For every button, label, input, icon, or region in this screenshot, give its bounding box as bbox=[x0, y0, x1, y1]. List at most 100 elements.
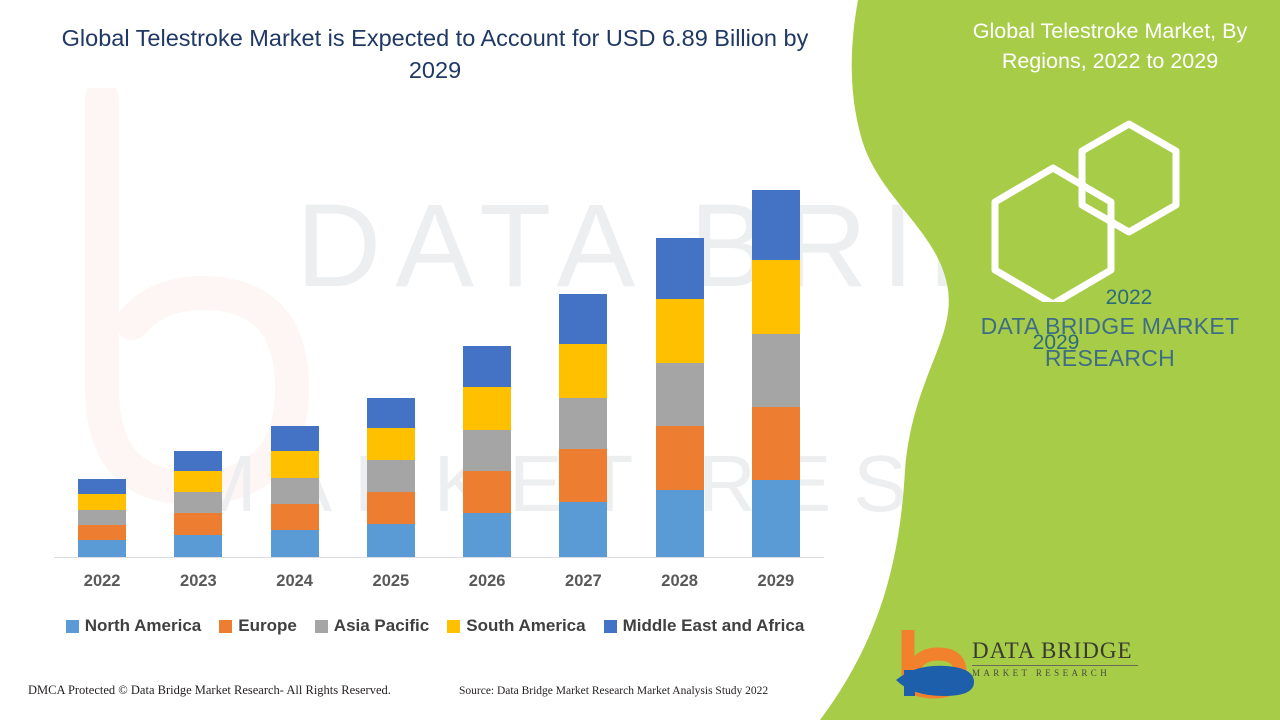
stacked-bar bbox=[270, 426, 319, 557]
bar-column bbox=[343, 157, 439, 557]
bar-segment bbox=[78, 493, 127, 510]
bar-segment bbox=[463, 429, 512, 472]
x-axis-tick: 2027 bbox=[565, 572, 602, 590]
bar-segment bbox=[751, 334, 800, 407]
bar-segment bbox=[78, 540, 127, 557]
hexagon-2022-icon bbox=[1078, 120, 1180, 236]
bar-segment bbox=[366, 460, 415, 492]
bar-segment bbox=[270, 478, 319, 504]
bar-segment bbox=[655, 426, 704, 491]
hexagon-group: 2022 2029 bbox=[940, 112, 1280, 354]
legend-swatch-icon bbox=[65, 619, 79, 633]
bar-segment bbox=[366, 491, 415, 524]
bar-segment bbox=[655, 363, 704, 427]
bar-column bbox=[728, 157, 824, 557]
bar-segment bbox=[174, 450, 223, 472]
legend-label: Middle East and Africa bbox=[622, 616, 805, 635]
bar-segment bbox=[559, 293, 608, 345]
stacked-bar bbox=[751, 189, 800, 557]
x-axis-tick: 2022 bbox=[83, 572, 121, 590]
bar-segment bbox=[655, 237, 704, 299]
bar-segment bbox=[174, 513, 223, 535]
logo-divider bbox=[972, 665, 1138, 666]
bar-segment bbox=[270, 451, 319, 479]
bar-segment bbox=[559, 502, 608, 557]
bar-segment bbox=[463, 346, 512, 387]
logo-main-text: DATA BRIDGE bbox=[972, 638, 1133, 663]
stacked-bar bbox=[78, 478, 127, 557]
page-title: Global Telestroke Market is Expected to … bbox=[61, 25, 809, 83]
bar-column bbox=[54, 157, 150, 557]
chart-plot-area bbox=[54, 150, 824, 558]
legend-item[interactable]: North America bbox=[65, 616, 202, 636]
legend-item[interactable]: South America bbox=[447, 616, 586, 636]
source-note: Source: Data Bridge Market Research Mark… bbox=[459, 685, 769, 697]
legend-label: North America bbox=[84, 616, 202, 635]
stacked-bar bbox=[366, 397, 415, 557]
legend-swatch-icon bbox=[219, 619, 233, 633]
x-axis-tick: 2023 bbox=[180, 572, 217, 590]
bar-group bbox=[54, 157, 824, 557]
bar-segment bbox=[559, 449, 608, 503]
chart-panel: Global Telestroke Market is Expected to … bbox=[28, 25, 830, 697]
legend-label: South America bbox=[466, 616, 586, 635]
stacked-bar bbox=[463, 346, 512, 557]
bar-segment bbox=[751, 259, 800, 335]
bar-segment bbox=[270, 426, 319, 452]
brand-panel: Global Telestroke Market, By Regions, 20… bbox=[896, 0, 1280, 720]
hexagon-2029-icon bbox=[991, 164, 1115, 308]
x-axis-tick: 2026 bbox=[468, 572, 506, 590]
bar-segment bbox=[366, 427, 415, 461]
bar-segment bbox=[78, 478, 127, 494]
x-axis-tick: 2025 bbox=[372, 572, 410, 590]
legend-swatch-icon bbox=[603, 619, 617, 633]
bar-segment bbox=[366, 397, 415, 428]
bar-segment bbox=[270, 529, 319, 557]
stacked-bar bbox=[174, 450, 223, 557]
hexagon-2022-label: 2022 bbox=[1105, 286, 1153, 309]
bar-segment bbox=[174, 534, 223, 557]
panel-title: Global Telestroke Market, By Regions, 20… bbox=[972, 19, 1248, 73]
bar-segment bbox=[366, 523, 415, 557]
x-axis-tick: 2029 bbox=[757, 572, 795, 590]
bar-segment bbox=[463, 386, 512, 430]
bar-segment bbox=[655, 298, 704, 364]
x-axis-line bbox=[54, 557, 824, 558]
x-axis-labels: 2022 2023 2024 2025 2026 2027 2028 2029 bbox=[54, 572, 824, 591]
logo-sub-text: MARKET RESEARCH bbox=[972, 668, 1111, 678]
legend-label: Asia Pacific bbox=[333, 616, 430, 635]
brand-name: DATA BRIDGE MARKET RESEARCH bbox=[980, 313, 1240, 371]
bar-segment bbox=[751, 480, 800, 557]
legend-swatch-icon bbox=[447, 619, 461, 633]
stacked-bar bbox=[559, 293, 608, 557]
bar-segment bbox=[78, 525, 127, 541]
x-axis-tick: 2024 bbox=[276, 572, 313, 590]
bar-segment bbox=[655, 490, 704, 557]
legend-item[interactable]: Europe bbox=[219, 616, 297, 636]
bar-segment bbox=[559, 344, 608, 398]
bar-column bbox=[150, 157, 246, 557]
bar-segment bbox=[751, 406, 800, 481]
chart-legend: North America Europe Asia Pacific South Ame… bbox=[40, 616, 830, 636]
bar-segment bbox=[751, 189, 800, 260]
bar-column bbox=[439, 157, 535, 557]
bar-segment bbox=[174, 471, 223, 493]
bar-column bbox=[247, 157, 343, 557]
bar-segment bbox=[463, 471, 512, 514]
legend-item[interactable]: Asia Pacific bbox=[314, 616, 430, 636]
bar-column bbox=[535, 157, 631, 557]
x-axis-tick: 2028 bbox=[661, 572, 698, 590]
bar-column bbox=[632, 157, 728, 557]
bar-segment bbox=[559, 397, 608, 450]
stacked-bar bbox=[655, 237, 704, 557]
bar-segment bbox=[463, 513, 512, 557]
bar-segment bbox=[270, 503, 319, 530]
dmca-notice: DMCA Protected © Data Bridge Market Rese… bbox=[28, 683, 391, 697]
bar-segment bbox=[174, 492, 223, 514]
logo-wordmark: DATA BRIDGE MARKET RESEARCH bbox=[972, 638, 1152, 678]
legend-swatch-icon bbox=[314, 619, 328, 633]
legend-item[interactable]: Middle East and Africa bbox=[603, 616, 805, 636]
legend-label: Europe bbox=[238, 616, 297, 635]
data-bridge-logo: DATA BRIDGE MARKET RESEARCH bbox=[890, 629, 1152, 700]
